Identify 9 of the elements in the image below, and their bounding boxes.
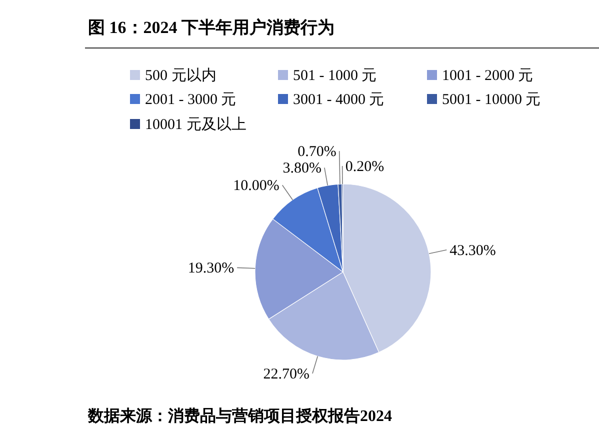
legend-label: 3001 - 4000 元 — [293, 92, 384, 108]
legend-label: 501 - 1000 元 — [293, 68, 377, 84]
legend-label: 1001 - 2000 元 — [442, 68, 534, 84]
legend-label: 10001 元及以上 — [145, 116, 246, 133]
legend-label: 5001 - 10000 元 — [442, 92, 541, 108]
title: 图 16：2024 下半年用户消费行为 — [88, 18, 334, 37]
legend-label: 2001 - 3000 元 — [145, 92, 236, 108]
legend-label: 500 元以内 — [145, 67, 216, 84]
annotation: 数据来源：消费品与营销项目授权报告2024 — [88, 408, 392, 425]
